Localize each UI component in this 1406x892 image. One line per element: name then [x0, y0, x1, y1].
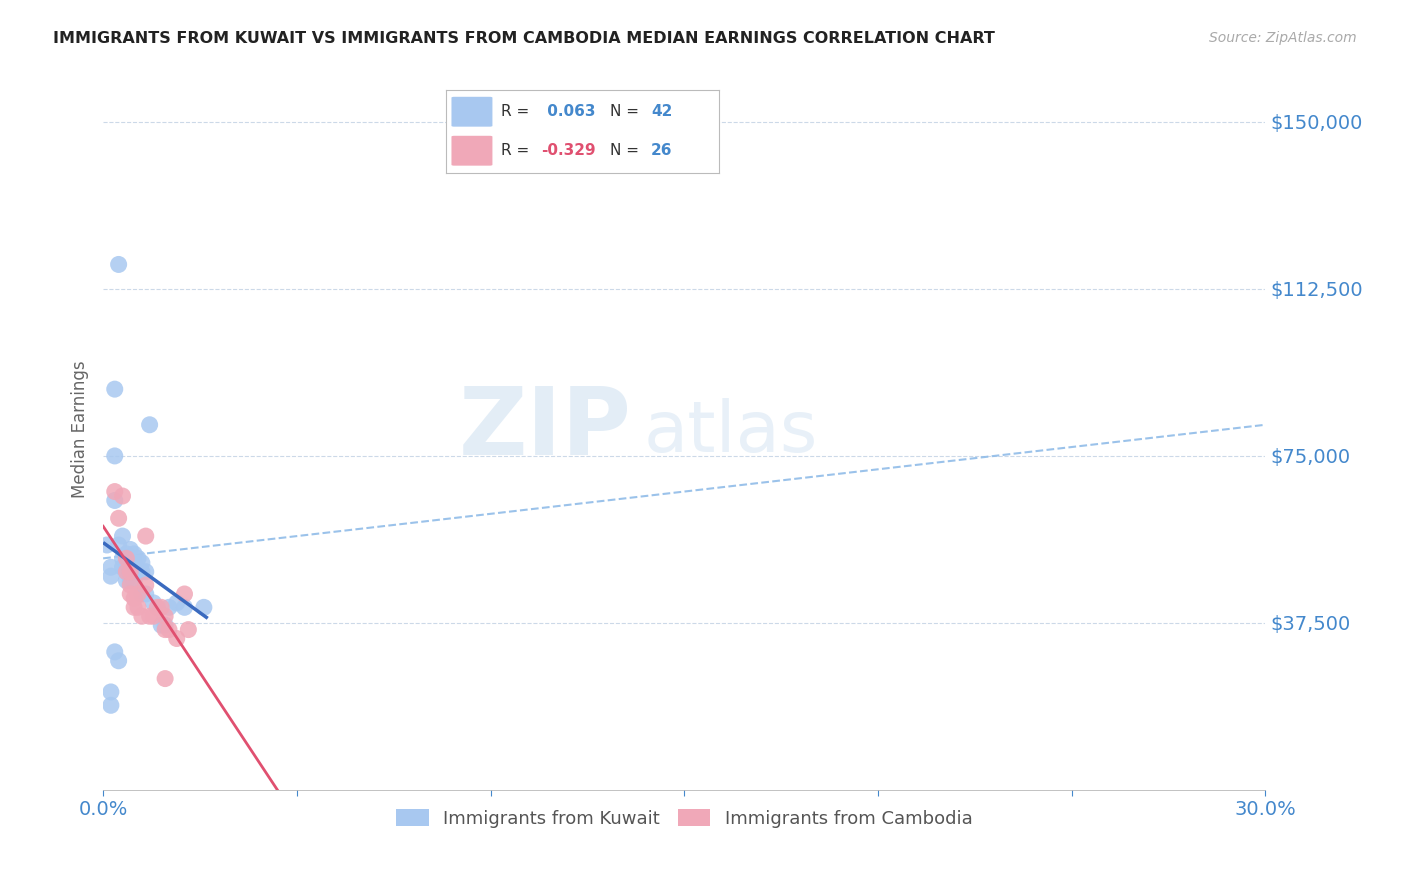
Text: atlas: atlas [644, 399, 818, 467]
Point [142, 609, 165, 624]
Point [131, 587, 153, 601]
Point [122, 547, 145, 561]
Point [111, 489, 134, 503]
Point [104, 484, 127, 499]
Point [153, 623, 176, 637]
Point [122, 600, 145, 615]
Point [122, 591, 145, 606]
Point [157, 623, 180, 637]
Point [157, 600, 180, 615]
Point [127, 600, 149, 615]
Point [135, 578, 157, 592]
Point [120, 565, 142, 579]
Point [120, 556, 142, 570]
Point [127, 551, 149, 566]
Point [146, 600, 169, 615]
Point [100, 569, 122, 583]
Point [150, 618, 173, 632]
Point [135, 565, 157, 579]
Point [166, 596, 188, 610]
Point [111, 560, 134, 574]
Point [107, 257, 129, 271]
Point [104, 382, 127, 396]
Point [135, 587, 157, 601]
Point [96, 538, 118, 552]
Point [173, 600, 195, 615]
Point [100, 698, 122, 713]
Y-axis label: Median Earnings: Median Earnings [72, 360, 89, 498]
Point [138, 417, 160, 432]
Point [131, 609, 153, 624]
Point [153, 609, 176, 624]
Point [120, 565, 142, 579]
Point [122, 574, 145, 588]
Point [138, 609, 160, 624]
Point [122, 556, 145, 570]
Point [115, 565, 138, 579]
Point [100, 685, 122, 699]
Point [104, 493, 127, 508]
Point [115, 574, 138, 588]
Point [107, 511, 129, 525]
Point [104, 449, 127, 463]
Point [111, 529, 134, 543]
Point [166, 632, 188, 646]
Text: ZIP: ZIP [460, 384, 631, 475]
Point [150, 600, 173, 615]
Point [131, 565, 153, 579]
Point [100, 560, 122, 574]
Point [120, 578, 142, 592]
Point [127, 565, 149, 579]
Text: IMMIGRANTS FROM KUWAIT VS IMMIGRANTS FROM CAMBODIA MEDIAN EARNINGS CORRELATION C: IMMIGRANTS FROM KUWAIT VS IMMIGRANTS FRO… [53, 31, 995, 46]
Text: Source: ZipAtlas.com: Source: ZipAtlas.com [1209, 31, 1357, 45]
Point [120, 587, 142, 601]
Legend: Immigrants from Kuwait, Immigrants from Cambodia: Immigrants from Kuwait, Immigrants from … [389, 802, 980, 835]
Point [120, 542, 142, 557]
Point [135, 529, 157, 543]
Point [173, 587, 195, 601]
Point [115, 556, 138, 570]
Point [193, 600, 215, 615]
Point [177, 623, 200, 637]
Point [153, 618, 176, 632]
Point [107, 654, 129, 668]
Point [115, 547, 138, 561]
Point [104, 645, 127, 659]
Point [127, 587, 149, 601]
Point [153, 672, 176, 686]
Point [142, 596, 165, 610]
Point [107, 538, 129, 552]
Point [122, 565, 145, 579]
Point [115, 551, 138, 566]
Point [111, 551, 134, 566]
Point [115, 565, 138, 579]
Point [131, 556, 153, 570]
Point [120, 574, 142, 588]
